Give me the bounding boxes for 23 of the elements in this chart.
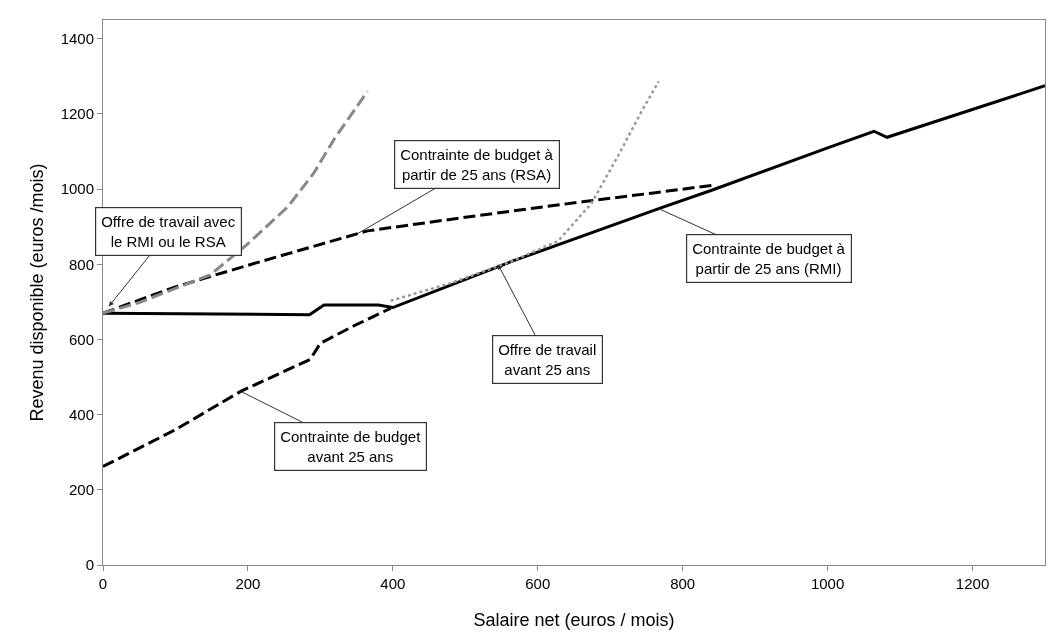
x-tick-label: 0 <box>98 575 108 592</box>
y-axis-title: Revenu disponible (euros /mois) <box>26 163 47 422</box>
x-tick-label: 600 <box>525 575 551 592</box>
y-tick-label: 800 <box>68 255 94 273</box>
line-series <box>389 80 661 303</box>
x-tick-label: 1200 <box>955 575 990 592</box>
y-tick-label: 400 <box>68 405 94 423</box>
x-tick-label: 800 <box>670 575 696 592</box>
x-tick-label: 200 <box>235 575 261 592</box>
annotation: Contrainte de budget à partir de 25 ans (RMI) <box>692 240 846 277</box>
y-tick-label: 600 <box>68 330 94 348</box>
y-tick-label: 1400 <box>60 30 94 48</box>
annotation: Contrainte de budget à partir de 25 ans (RSA) <box>400 146 554 183</box>
annotation: Offre de travail avec le RMI ou le RSA <box>101 213 236 250</box>
annotation: Contrainte de budget avant 25 ans <box>280 428 422 465</box>
x-tick-label: 1000 <box>810 575 845 592</box>
annotation: Offre de travail avant 25 ans <box>498 341 597 378</box>
y-tick-label: 200 <box>68 481 94 499</box>
x-axis-title: Salaire net (euros / mois) <box>473 610 675 631</box>
y-tick-label: 1200 <box>60 105 94 123</box>
x-tick-label: 400 <box>380 575 406 592</box>
y-tick-label: 0 <box>85 556 94 574</box>
y-tick-label: 1000 <box>60 180 94 198</box>
